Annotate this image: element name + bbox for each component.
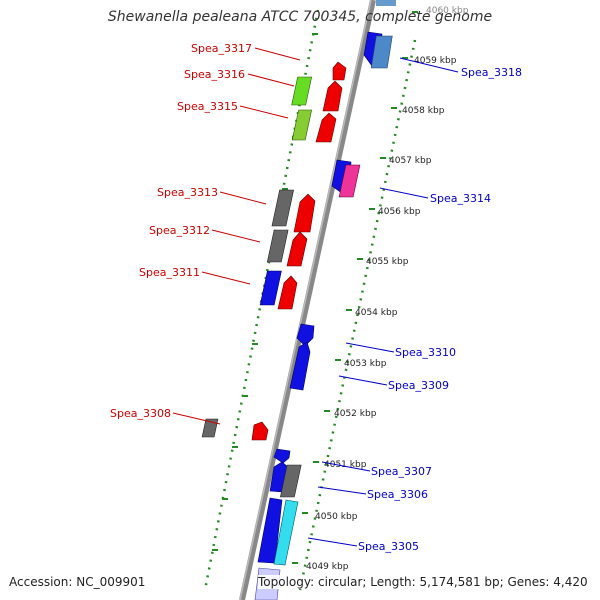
kbp-label-4060: 4060 kbp [426,6,469,16]
kbp-label-4050: 4050 kbp [315,512,358,522]
gene-label-spea-3313[interactable]: Spea_3313 [157,186,218,199]
gene-label-spea-3315[interactable]: Spea_3315 [177,100,238,113]
gene-glyph-spea-3311-red [277,275,298,310]
gene-glyph-spea-3311-blue [259,270,282,306]
kbp-label-4051: 4051 kbp [324,460,367,470]
gene-label-spea-3306[interactable]: Spea_3306 [367,488,428,501]
gene-glyph-partial-top [376,0,396,6]
leader-lines [172,47,459,547]
gene-glyph-spea-3315-red [315,112,337,143]
leader-spea-3306 [317,486,367,495]
gene-glyph-spea-3312-grey [266,229,289,263]
gene-glyph-spea-3313-red [293,193,316,233]
gene-glyph-spea-3316-red [322,80,343,112]
kbp-label-4053: 4053 kbp [344,359,387,369]
kbp-label-4054: 4054 kbp [355,308,398,318]
leader-spea-3316 [247,73,295,87]
kbp-label-4057: 4057 kbp [389,156,432,166]
kbp-label-4049: 4049 kbp [306,562,349,572]
leader-spea-3311 [201,271,251,285]
gene-glyph-spea-3316-green [291,76,312,106]
gene-glyph-spea-3318-b [370,35,393,69]
leader-spea-3308 [172,412,221,425]
kbp-tick-group: 4060 kbp 4059 kbp 4058 kbp 4057 kbp 4056… [292,6,469,572]
leader-spea-3307 [321,461,371,472]
leader-spea-3313 [219,191,267,205]
gene-label-spea-3311[interactable]: Spea_3311 [139,266,200,279]
kbp-label-4055: 4055 kbp [366,257,409,267]
leader-spea-3309 [338,375,388,386]
gene-glyph-spea-3307-a [273,448,291,464]
gene-label-spea-3310[interactable]: Spea_3310 [395,346,456,359]
genome-backbone-highlight [239,0,372,600]
leader-spea-3310 [345,342,395,353]
gene-glyph-spea-3308-red [251,421,269,441]
gene-label-spea-3307[interactable]: Spea_3307 [371,465,432,478]
right-gene-labels: Spea_3318 Spea_3314 Spea_3310 Spea_3309 … [358,66,522,553]
leader-spea-3314 [379,187,429,199]
topology-label: Topology: circular; Length: 5,174,581 bp… [258,575,588,589]
gene-glyph-spea-3317 [332,61,347,81]
gene-glyph-spea-3308-grey [201,418,219,438]
gene-label-spea-3316[interactable]: Spea_3316 [184,68,245,81]
map-title: Shewanella pealeana ATCC 700345, complet… [107,9,493,25]
leader-spea-3305 [307,537,358,547]
gene-label-spea-3317[interactable]: Spea_3317 [191,42,252,55]
kbp-label-4056: 4056 kbp [378,207,421,217]
gene-glyph-spea-3314-pink [338,164,361,198]
gene-label-spea-3312[interactable]: Spea_3312 [149,224,210,237]
genome-backbone [239,0,376,600]
gene-glyph-spea-3315-green [291,109,312,141]
leader-spea-3312 [211,229,261,243]
gene-features [201,0,396,600]
gene-label-spea-3314[interactable]: Spea_3314 [430,192,491,205]
leader-spea-3315 [239,105,289,119]
gene-label-spea-3308[interactable]: Spea_3308 [110,407,171,420]
guide-line-far-right [298,39,417,591]
leader-spea-3317 [254,47,301,61]
gene-glyph-spea-3305-cyan [273,499,299,566]
gene-glyph-spea-3306-grey [279,464,302,498]
gene-glyph-spea-3309 [289,341,311,391]
kbp-label-4059: 4059 kbp [414,56,457,66]
leader-spea-3318 [399,57,459,73]
gene-label-spea-3305[interactable]: Spea_3305 [358,540,419,553]
kbp-label-4058: 4058 kbp [402,106,445,116]
gene-glyph-spea-3312-red [286,231,308,267]
gene-glyph-spea-3310 [296,323,315,347]
gene-label-spea-3318[interactable]: Spea_3318 [461,66,522,79]
kbp-label-4052: 4052 kbp [334,409,377,419]
accession-label: Accession: NC_009901 [9,575,146,589]
left-gene-labels: Spea_3317 Spea_3316 Spea_3315 Spea_3313 … [110,42,252,420]
gene-glyph-spea-3313-grey [271,189,294,227]
gene-label-spea-3309[interactable]: Spea_3309 [388,379,449,392]
